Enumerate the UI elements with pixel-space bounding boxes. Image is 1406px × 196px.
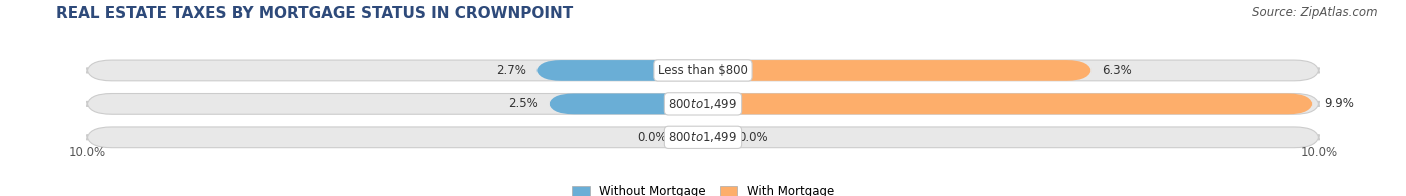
Text: 2.7%: 2.7% — [496, 64, 526, 77]
FancyBboxPatch shape — [548, 93, 703, 114]
FancyBboxPatch shape — [703, 60, 1091, 81]
Text: 6.3%: 6.3% — [1102, 64, 1132, 77]
FancyBboxPatch shape — [537, 60, 703, 81]
Text: 0.0%: 0.0% — [738, 131, 768, 144]
Text: 10.0%: 10.0% — [69, 146, 105, 159]
Text: Less than $800: Less than $800 — [658, 64, 748, 77]
Text: 2.5%: 2.5% — [508, 97, 538, 110]
Text: REAL ESTATE TAXES BY MORTGAGE STATUS IN CROWNPOINT: REAL ESTATE TAXES BY MORTGAGE STATUS IN … — [56, 6, 574, 21]
FancyBboxPatch shape — [703, 93, 1313, 114]
Text: Source: ZipAtlas.com: Source: ZipAtlas.com — [1253, 6, 1378, 19]
Text: $800 to $1,499: $800 to $1,499 — [668, 130, 738, 144]
Text: $800 to $1,499: $800 to $1,499 — [668, 97, 738, 111]
FancyBboxPatch shape — [87, 93, 1319, 114]
Text: 0.0%: 0.0% — [638, 131, 668, 144]
Legend: Without Mortgage, With Mortgage: Without Mortgage, With Mortgage — [567, 180, 839, 196]
FancyBboxPatch shape — [87, 127, 1319, 148]
FancyBboxPatch shape — [703, 127, 728, 148]
Text: 9.9%: 9.9% — [1324, 97, 1354, 110]
FancyBboxPatch shape — [678, 127, 703, 148]
Text: 10.0%: 10.0% — [1301, 146, 1337, 159]
FancyBboxPatch shape — [87, 60, 1319, 81]
